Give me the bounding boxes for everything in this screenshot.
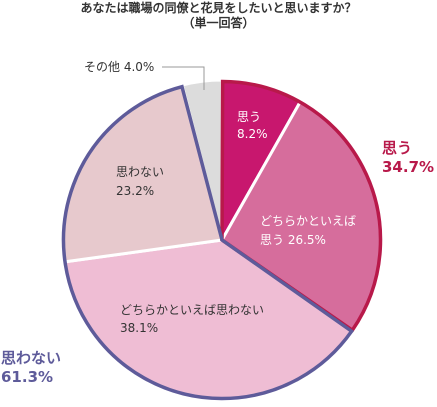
slice-label-no-value: 23.2% [116,184,154,198]
slice-label-somewhat-yes-value: 思う 26.5% [260,233,326,247]
slice-label-other: その他 4.0% [84,60,154,74]
group-outline-no [61,84,355,401]
group-label-no-value: 61.3% [1,368,53,386]
group-label-yes-name: 思う [382,139,412,157]
slice-label-yes-name: 思う [237,110,261,124]
group-label-yes-value: 34.7% [382,158,434,176]
other-leader-line [162,66,205,90]
chart-title: あなたは職場の同僚と花見をしたいと思いますか？ [80,1,357,15]
group-outline-yes [220,79,383,333]
slice-label-somewhat-no-value: 38.1% [120,321,158,335]
slice-label-no-name: 思わない [116,165,164,179]
group-label-no-name: 思わない [1,349,61,367]
chart-subtitle: （単一回答） [182,16,255,30]
slice-label-somewhat-yes-name: どちらかといえば [260,214,356,228]
slice-label-yes-value: 8.2% [237,127,268,141]
slice-label-somewhat-no-name: どちらかといえば思わない [120,303,264,317]
